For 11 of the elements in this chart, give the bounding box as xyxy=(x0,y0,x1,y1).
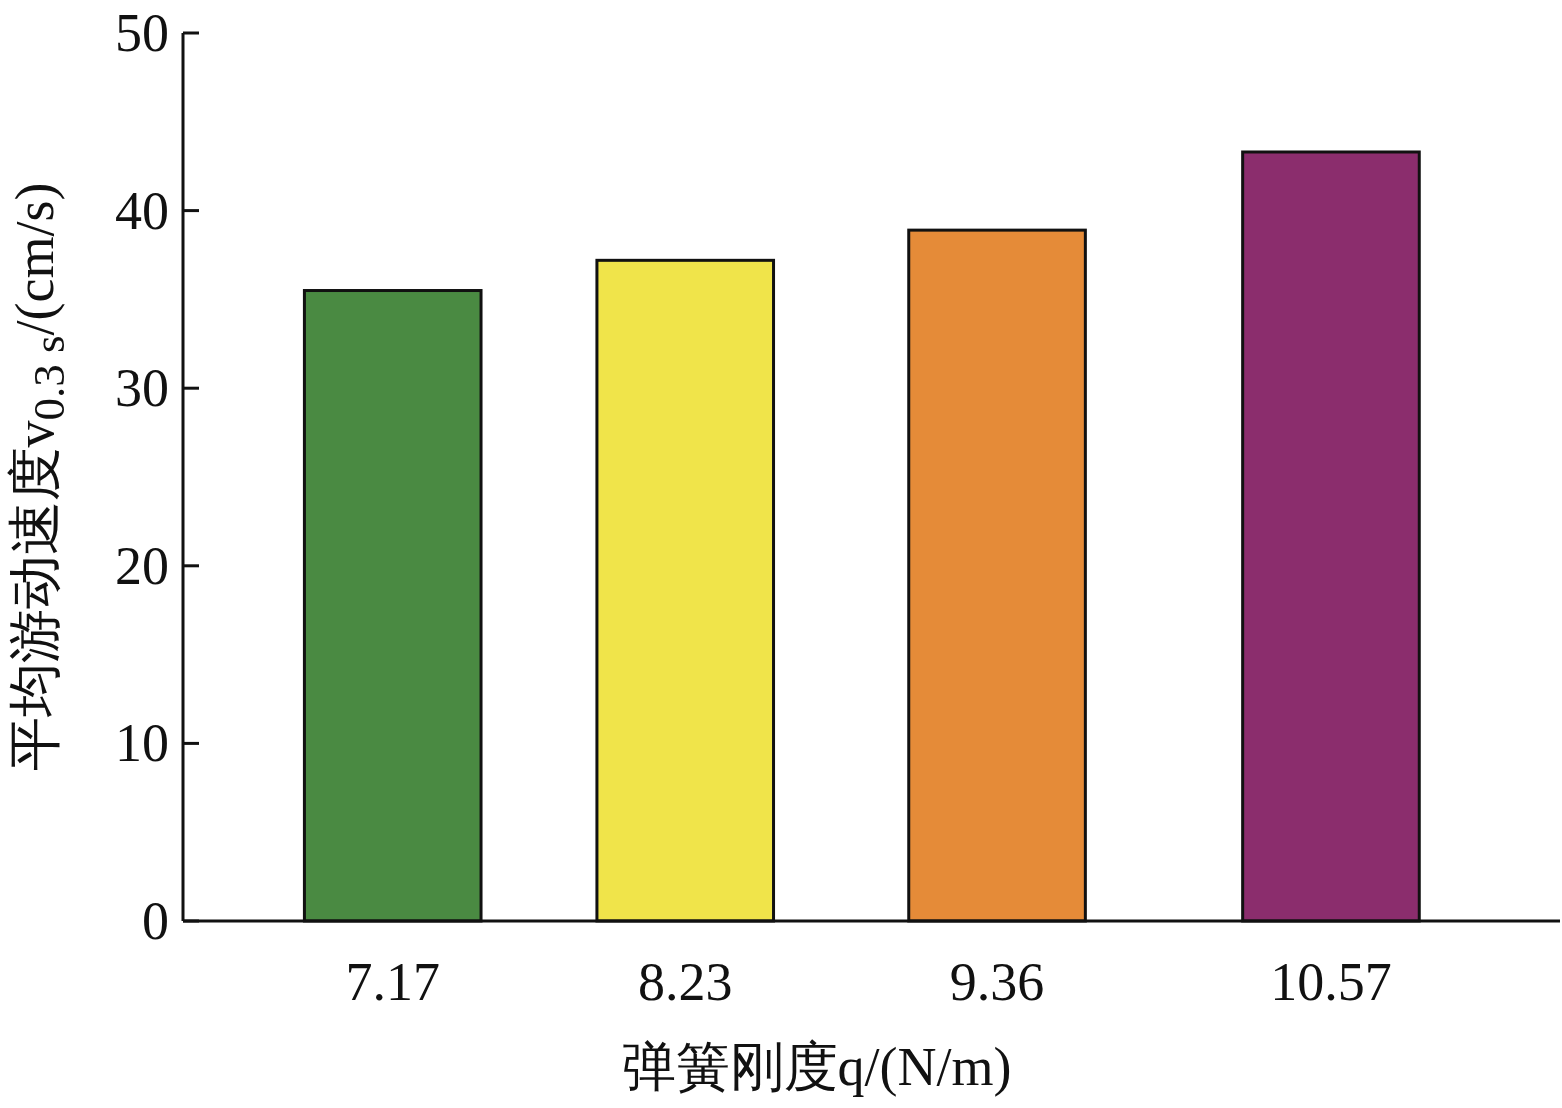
y-tick-label: 0 xyxy=(142,891,169,951)
x-tick-label: 10.57 xyxy=(1270,952,1392,1012)
x-tick-label: 8.23 xyxy=(637,952,733,1012)
y-tick-label: 40 xyxy=(115,180,169,241)
y-tick-label: 30 xyxy=(115,358,169,419)
y-tick-label: 10 xyxy=(115,713,169,774)
y-tick-label: 20 xyxy=(115,535,169,596)
x-tick-label: 7.17 xyxy=(345,952,440,1012)
x-axis-title: 弹簧刚度q/(N/m) xyxy=(621,1037,1012,1097)
y-tick-label: 50 xyxy=(115,3,169,63)
x-tick-label: 9.36 xyxy=(949,952,1045,1012)
